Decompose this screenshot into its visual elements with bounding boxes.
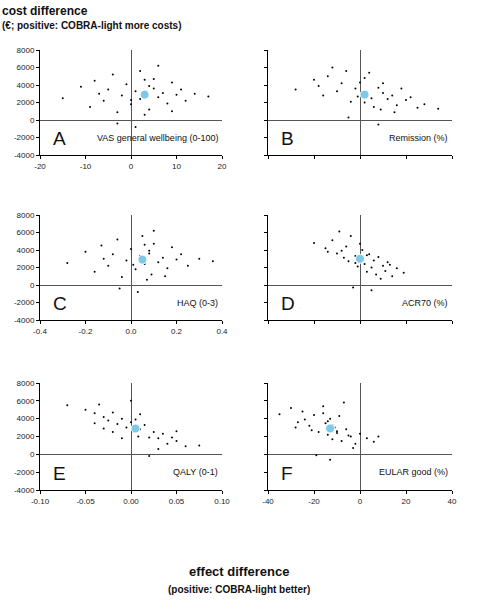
svg-text:20: 20 xyxy=(402,497,411,506)
svg-text:VAS general wellbeing (0-100): VAS general wellbeing (0-100) xyxy=(97,133,218,143)
svg-text:0: 0 xyxy=(358,497,363,506)
svg-text:0: 0 xyxy=(30,116,35,125)
svg-text:0.00: 0.00 xyxy=(123,497,139,506)
svg-text:C: C xyxy=(53,293,67,314)
svg-text:2000: 2000 xyxy=(17,263,35,272)
svg-text:-20: -20 xyxy=(34,162,46,171)
svg-text:-20: -20 xyxy=(308,497,320,506)
svg-text:B: B xyxy=(281,128,294,149)
svg-text:-10: -10 xyxy=(80,162,92,171)
svg-text:ACR70 (%): ACR70 (%) xyxy=(402,298,448,308)
svg-text:6000: 6000 xyxy=(17,397,35,406)
svg-text:0.4: 0.4 xyxy=(216,327,228,336)
svg-text:0: 0 xyxy=(30,450,35,459)
svg-text:2000: 2000 xyxy=(17,98,35,107)
svg-text:-0.4: -0.4 xyxy=(33,327,47,336)
svg-text:0.0: 0.0 xyxy=(125,327,137,336)
svg-text:-0.2: -0.2 xyxy=(79,327,93,336)
svg-text:4000: 4000 xyxy=(17,414,35,423)
svg-text:0: 0 xyxy=(129,162,134,171)
svg-text:-2000: -2000 xyxy=(14,468,35,477)
svg-text:effect difference: effect difference xyxy=(189,564,289,579)
svg-text:A: A xyxy=(53,128,66,149)
svg-text:2000: 2000 xyxy=(17,432,35,441)
svg-text:cost difference: cost difference xyxy=(2,4,88,18)
svg-text:8000: 8000 xyxy=(17,46,35,55)
svg-text:D: D xyxy=(281,293,295,314)
svg-text:-4000: -4000 xyxy=(14,486,35,495)
svg-text:-40: -40 xyxy=(262,497,274,506)
svg-text:8000: 8000 xyxy=(17,211,35,220)
svg-text:10: 10 xyxy=(172,162,181,171)
svg-text:20: 20 xyxy=(218,162,227,171)
svg-text:Remission (%): Remission (%) xyxy=(389,133,448,143)
svg-text:0: 0 xyxy=(30,281,35,290)
svg-text:4000: 4000 xyxy=(17,81,35,90)
svg-text:6000: 6000 xyxy=(17,228,35,237)
svg-text:-2000: -2000 xyxy=(14,298,35,307)
svg-text:-2000: -2000 xyxy=(14,133,35,142)
svg-text:QALY (0-1): QALY (0-1) xyxy=(173,467,218,477)
svg-text:-4000: -4000 xyxy=(14,151,35,160)
svg-text:-0.10: -0.10 xyxy=(31,497,50,506)
svg-text:HAQ (0-3): HAQ (0-3) xyxy=(177,298,218,308)
svg-text:0.2: 0.2 xyxy=(171,327,183,336)
svg-text:E: E xyxy=(53,463,66,484)
svg-text:8000: 8000 xyxy=(17,379,35,388)
svg-text:0.10: 0.10 xyxy=(214,497,230,506)
svg-text:40: 40 xyxy=(448,497,457,506)
svg-text:(€; positive: COBRA-light more: (€; positive: COBRA-light more costs) xyxy=(2,20,181,31)
svg-text:(positive: COBRA-light better): (positive: COBRA-light better) xyxy=(168,584,310,595)
svg-text:-4000: -4000 xyxy=(14,316,35,325)
svg-text:6000: 6000 xyxy=(17,63,35,72)
svg-text:4000: 4000 xyxy=(17,246,35,255)
svg-text:F: F xyxy=(281,463,293,484)
svg-text:0.05: 0.05 xyxy=(169,497,185,506)
svg-text:-0.05: -0.05 xyxy=(76,497,95,506)
svg-text:EULAR good (%): EULAR good (%) xyxy=(379,467,448,477)
